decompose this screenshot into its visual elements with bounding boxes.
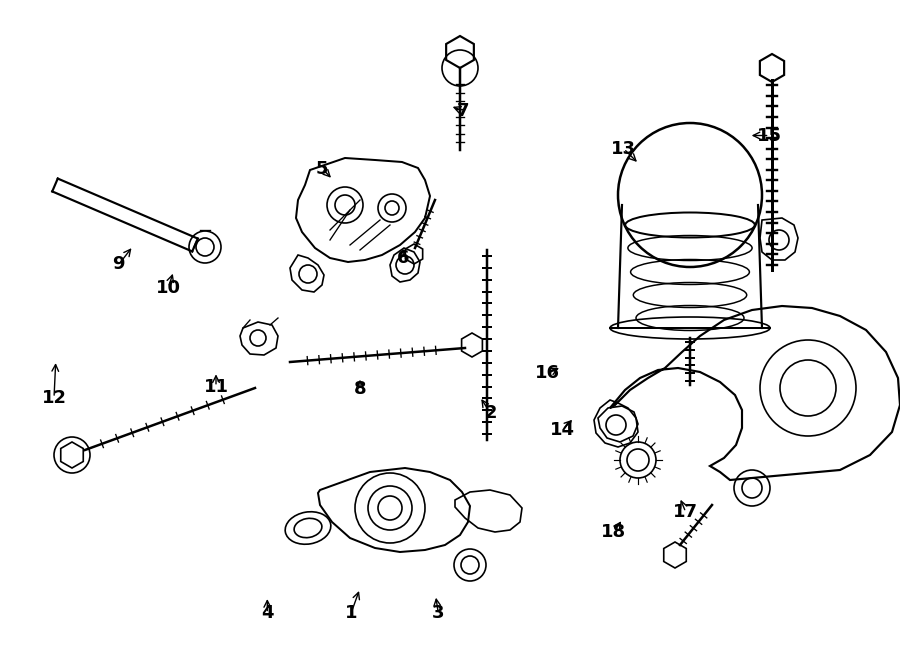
Text: 11: 11: [203, 377, 229, 396]
Text: 18: 18: [601, 523, 626, 541]
Text: 12: 12: [41, 389, 67, 407]
Text: 16: 16: [535, 364, 560, 383]
Text: 10: 10: [156, 278, 181, 297]
Text: 3: 3: [432, 604, 445, 623]
Text: 13: 13: [611, 139, 636, 158]
Text: 7: 7: [457, 102, 470, 120]
Text: 6: 6: [397, 249, 410, 267]
Text: 1: 1: [345, 604, 357, 623]
Text: 14: 14: [550, 420, 575, 439]
Text: 4: 4: [261, 604, 274, 623]
Text: 5: 5: [316, 159, 328, 178]
Text: 2: 2: [484, 404, 497, 422]
Text: 17: 17: [673, 503, 698, 522]
Text: 15: 15: [757, 126, 782, 145]
Text: 8: 8: [354, 379, 366, 398]
Text: 9: 9: [112, 255, 125, 274]
